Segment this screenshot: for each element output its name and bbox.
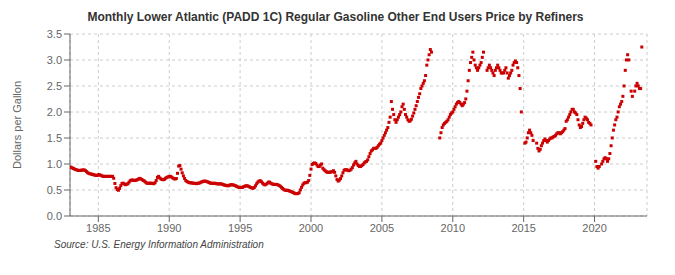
svg-text:3.5: 3.5 bbox=[47, 28, 62, 40]
svg-text:3.0: 3.0 bbox=[47, 54, 62, 66]
svg-text:2010: 2010 bbox=[441, 222, 465, 234]
svg-text:2020: 2020 bbox=[582, 222, 606, 234]
svg-text:1995: 1995 bbox=[228, 222, 252, 234]
svg-text:1.5: 1.5 bbox=[47, 132, 62, 144]
svg-text:0.0: 0.0 bbox=[47, 210, 62, 222]
svg-text:0.5: 0.5 bbox=[47, 184, 62, 196]
svg-text:2015: 2015 bbox=[511, 222, 535, 234]
svg-text:1985: 1985 bbox=[86, 222, 110, 234]
svg-text:2000: 2000 bbox=[299, 222, 323, 234]
svg-text:2005: 2005 bbox=[370, 222, 394, 234]
svg-text:2.5: 2.5 bbox=[47, 80, 62, 92]
svg-text:2.0: 2.0 bbox=[47, 106, 62, 118]
html-text:Monthly Lower Atlantic (PADD 1: Monthly Lower Atlantic (PADD 1C) Regular… bbox=[87, 10, 584, 24]
svg-text:1990: 1990 bbox=[157, 222, 181, 234]
html-text:Source: U.S. Energy Informatio: Source: U.S. Energy Information Administ… bbox=[54, 239, 264, 250]
svg-text:Dollars per Gallon: Dollars per Gallon bbox=[11, 81, 23, 169]
svg-text:1.0: 1.0 bbox=[47, 158, 62, 170]
